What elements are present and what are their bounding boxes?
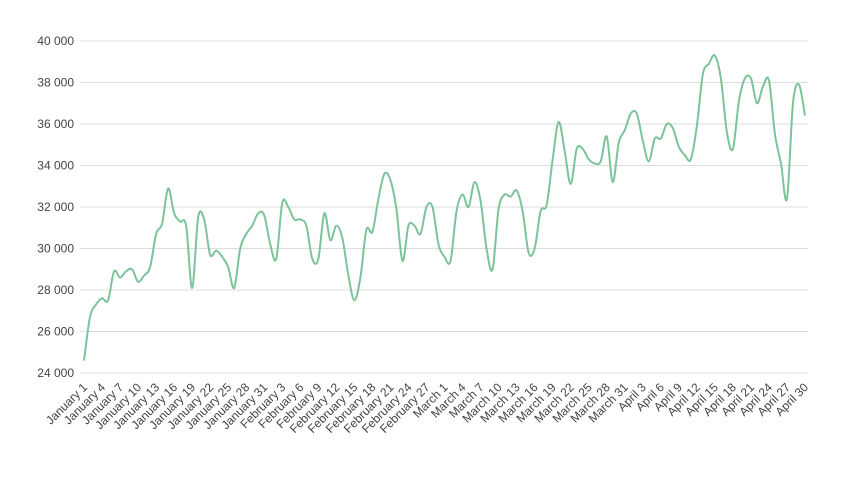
- y-tick-label: 32 000: [37, 200, 74, 214]
- y-tick-label: 28 000: [37, 283, 74, 297]
- y-tick-label: 38 000: [37, 76, 74, 90]
- y-tick-label: 30 000: [37, 242, 74, 256]
- y-tick-label: 26 000: [37, 325, 74, 339]
- y-tick-label: 24 000: [37, 366, 74, 380]
- y-tick-label: 36 000: [37, 117, 74, 131]
- data-line: [83, 54, 806, 361]
- y-tick-label: 40 000: [37, 34, 74, 48]
- y-tick-label: 34 000: [37, 159, 74, 173]
